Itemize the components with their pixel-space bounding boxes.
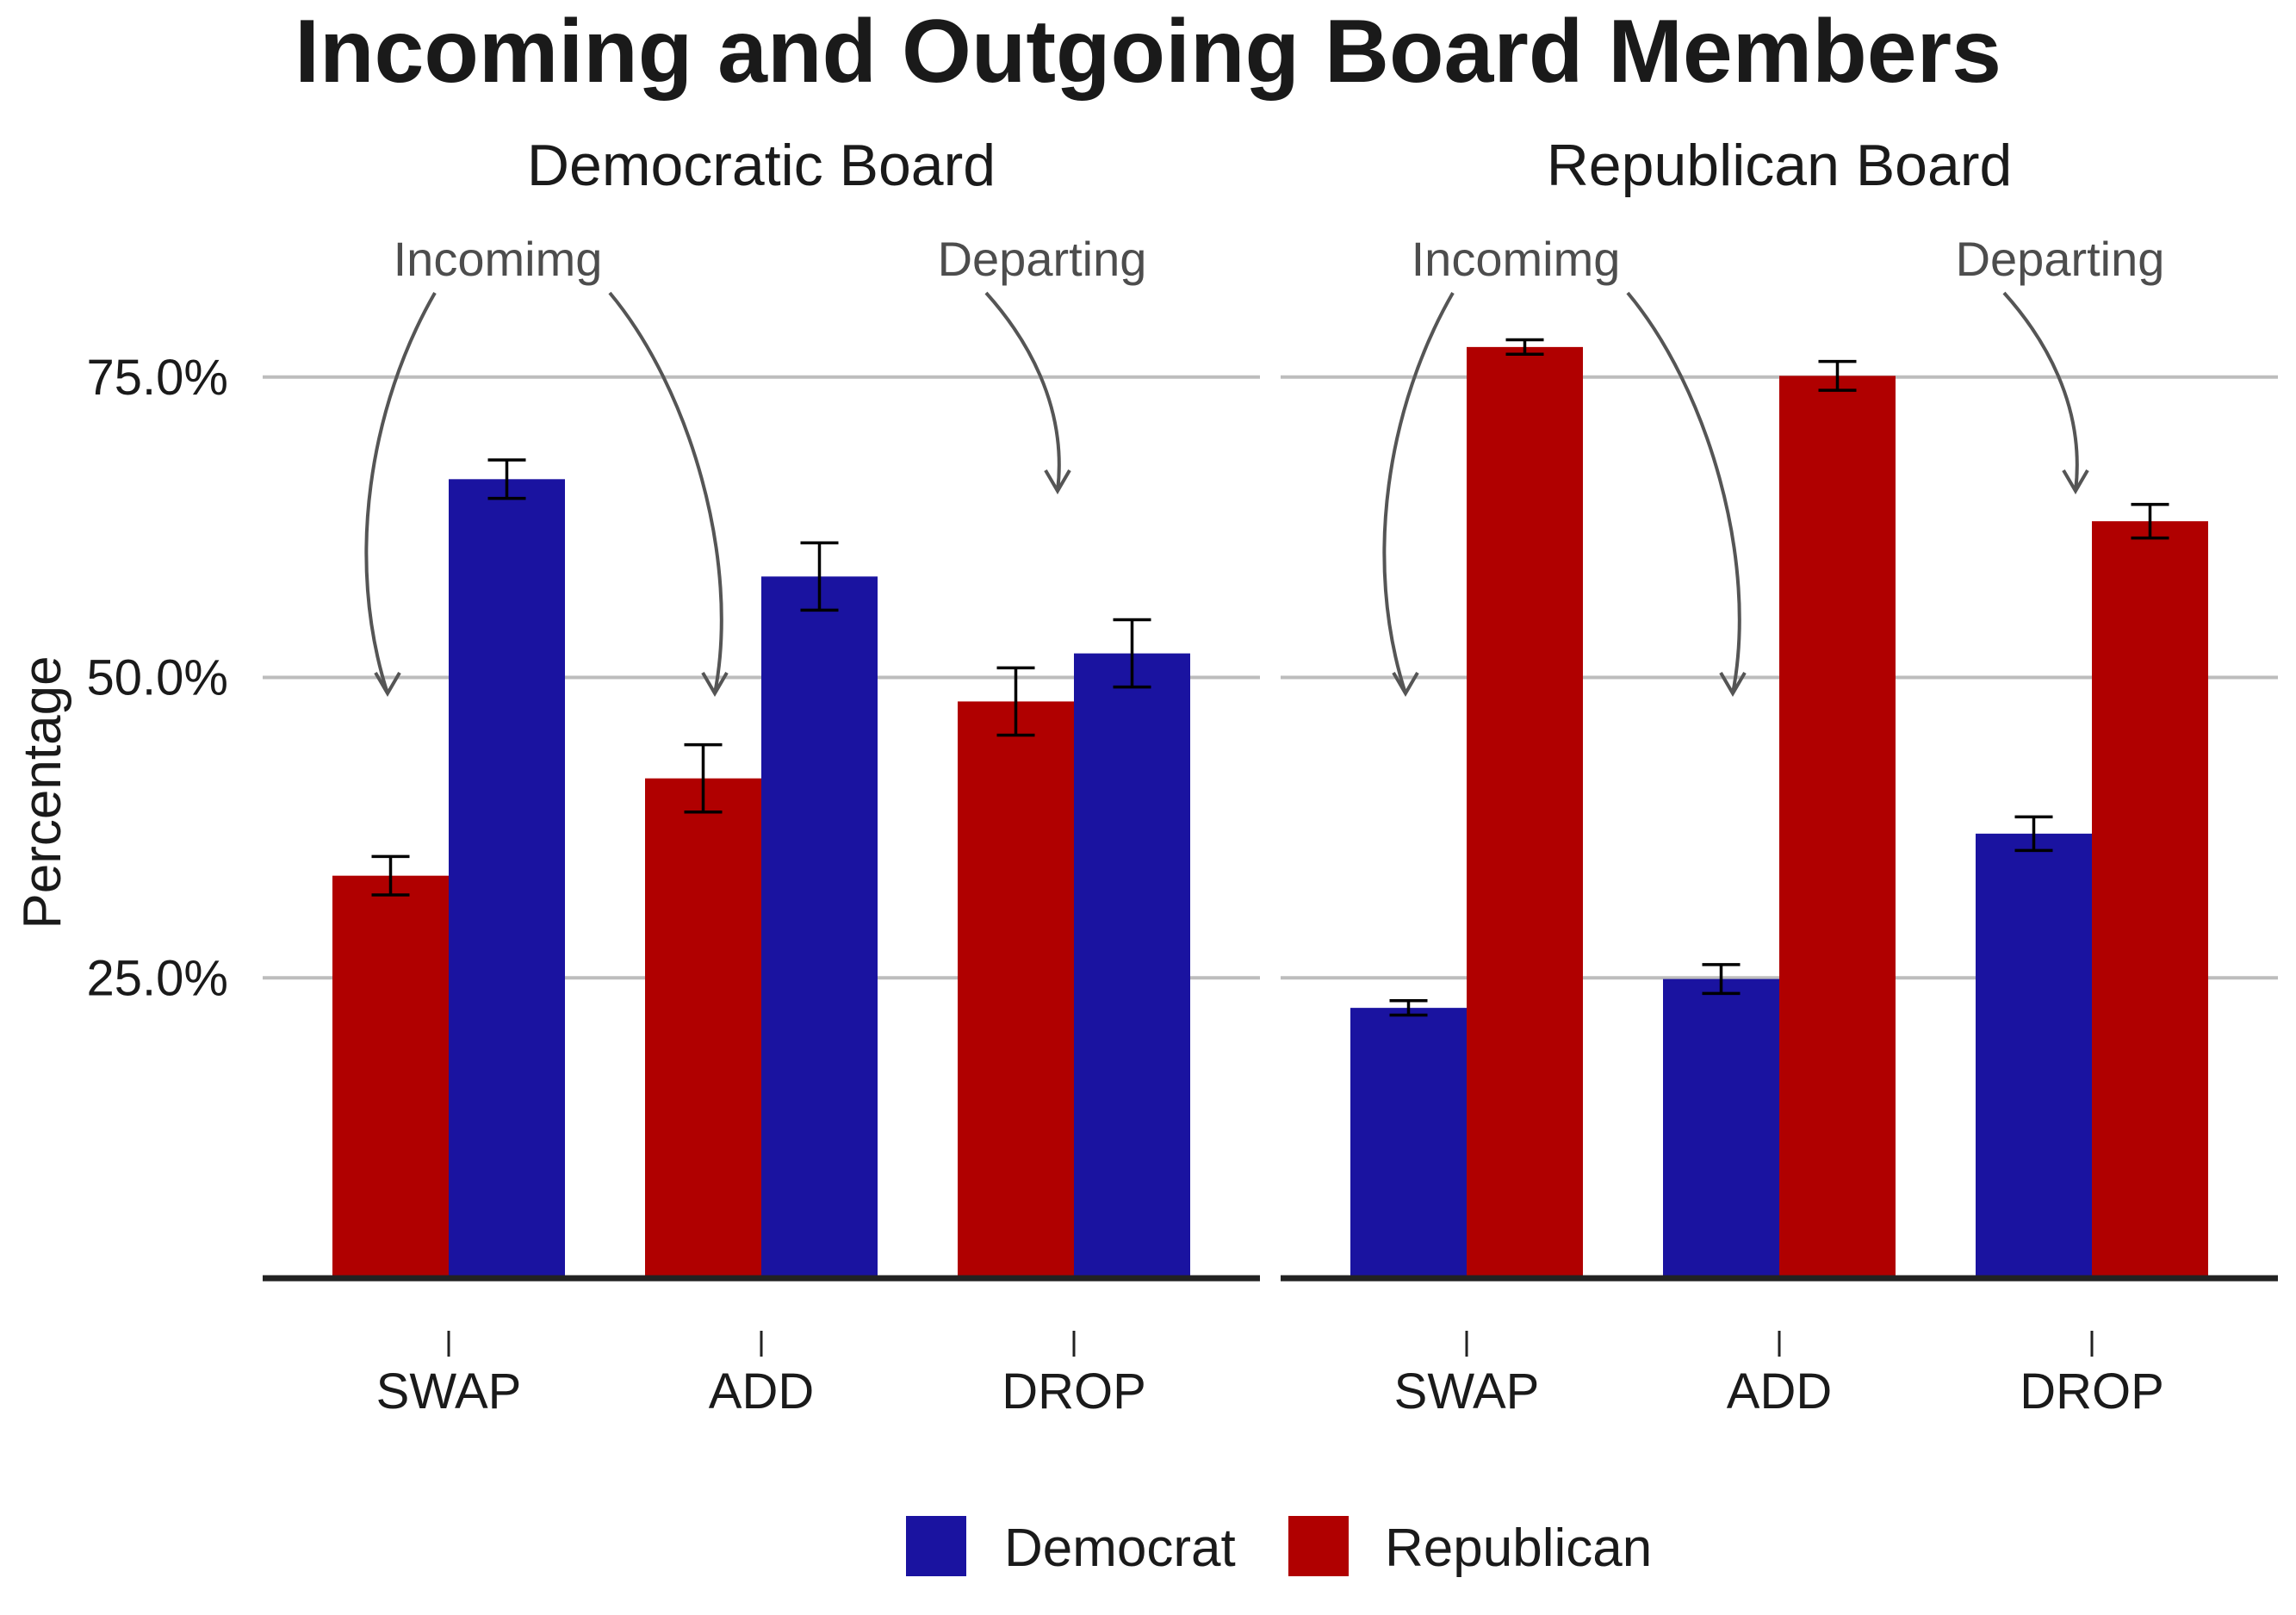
annotations: Incomimg Departing Incomimg Departing [364, 232, 2165, 697]
annotation-arrow-democratic-board-1 [608, 291, 723, 694]
bar-democratic-board-add-republican [645, 778, 761, 1278]
legend: Democrat Republican [906, 1516, 1652, 1578]
annotation-arrowhead-republican-board-1 [1719, 671, 1747, 697]
panel-title-republican-board: Republican Board [1547, 133, 2013, 198]
y-tick-label: 25.0% [87, 950, 228, 1006]
x-tick-label-republican-board-drop: DROP [2020, 1363, 2164, 1419]
bars [332, 346, 2208, 1279]
annotation-arrowhead-democratic-board-2 [1044, 469, 1071, 494]
annotation-arrow-republican-board-0 [1382, 292, 1455, 694]
bar-democratic-board-swap-republican [332, 875, 449, 1278]
bar-republican-board-swap-republican [1467, 346, 1583, 1278]
bar-republican-board-add-republican [1779, 376, 1896, 1279]
panel-title-democratic-board: Democratic Board [527, 133, 996, 198]
error-bars [371, 338, 2169, 1017]
bar-republican-board-add-democrat [1663, 978, 1779, 1278]
x-tick-label-republican-board-add: ADD [1727, 1363, 1832, 1419]
annotation-arrow-republican-board-1 [1626, 291, 1741, 694]
annotation-arrow-democratic-board-2 [984, 291, 1061, 492]
legend-swatch-republican [1288, 1516, 1349, 1576]
bar-democratic-board-swap-democrat [449, 479, 565, 1278]
x-tick-label-democratic-board-swap: SWAP [376, 1363, 522, 1419]
x-tick-label-republican-board-swap: SWAP [1394, 1363, 1540, 1419]
legend-label-democrat: Democrat [1004, 1519, 1236, 1578]
annotation-incoming-republican-board: Incomimg [1412, 232, 1621, 286]
annotation-arrow-republican-board-2 [2002, 291, 2079, 492]
x-tick-label-democratic-board-drop: DROP [1002, 1363, 1146, 1419]
chart-title: Incoming and Outgoing Board Members [295, 2, 2001, 102]
annotation-arrowhead-democratic-board-0 [374, 671, 401, 697]
bar-republican-board-drop-democrat [1976, 833, 2092, 1278]
annotation-incoming-democratic-board: Incomimg [394, 232, 603, 286]
annotation-departing-republican-board: Departing [1956, 232, 2165, 286]
axes: Democratic Board SWAP ADD DROP Republican Bo… [87, 133, 2278, 1419]
bar-democratic-board-drop-republican [958, 701, 1074, 1278]
annotation-arrowhead-republican-board-2 [2062, 469, 2089, 494]
y-tick-label: 50.0% [87, 650, 228, 706]
y-tick-label: 75.0% [87, 350, 228, 406]
annotation-arrowhead-republican-board-0 [1392, 671, 1419, 697]
y-axis-label: Percentage [13, 655, 72, 929]
legend-swatch-democrat [906, 1516, 966, 1576]
bar-democratic-board-add-democrat [761, 576, 878, 1278]
bar-democratic-board-drop-democrat [1074, 653, 1190, 1278]
annotation-arrow-democratic-board-0 [364, 292, 437, 694]
bar-republican-board-swap-democrat [1350, 1008, 1467, 1278]
x-tick-label-democratic-board-add: ADD [709, 1363, 814, 1419]
annotation-departing-democratic-board: Departing [938, 232, 1147, 286]
bar-republican-board-drop-republican [2092, 521, 2208, 1278]
legend-label-republican: Republican [1385, 1519, 1652, 1578]
annotation-arrowhead-democratic-board-1 [701, 671, 729, 697]
